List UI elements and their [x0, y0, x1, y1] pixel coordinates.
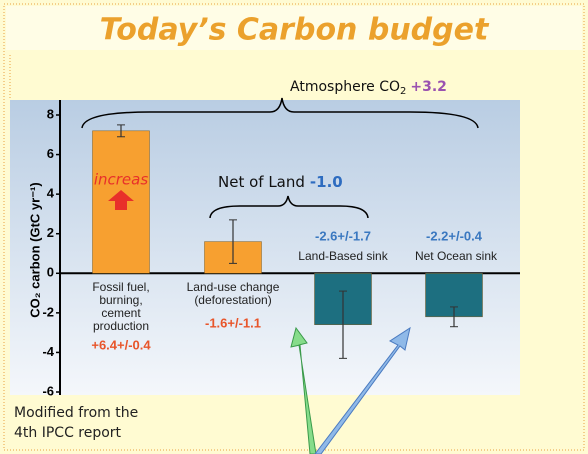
category-label: Land-use change: [187, 280, 280, 294]
net-land-label: Net of Land -1.0: [218, 173, 343, 191]
y-tick-label: -6: [42, 383, 54, 398]
y-tick-label: 6: [47, 146, 54, 161]
category-label: Land-Based sink: [298, 249, 388, 263]
title-band: [6, 6, 582, 50]
source-note: 4th IPCC report: [14, 425, 122, 441]
category-label: Net Ocean sink: [415, 249, 498, 263]
brace: [209, 195, 369, 219]
increase-arrow: [108, 190, 134, 210]
subscript: 2: [400, 86, 406, 97]
bar-note: -1.6+/-1.1: [205, 315, 261, 330]
label-text: Net of Land: [218, 173, 305, 191]
category-label: (deforestation): [194, 293, 271, 307]
plot-background: [10, 100, 520, 395]
bar-note: -2.2+/-0.4: [426, 228, 483, 243]
title: Today’s Carbon budget: [100, 13, 490, 48]
arrow: [314, 326, 411, 454]
label-text: Atmosphere CO: [290, 79, 400, 95]
bar-note: +6.4+/-0.4: [91, 337, 151, 352]
arrow: [290, 326, 317, 454]
y-tick-label: 4: [47, 186, 55, 201]
y-axis-label: CO₂ carbon (GtC yr⁻¹): [27, 182, 42, 317]
y-tick-label: -2: [42, 304, 54, 319]
atmosphere-label: Atmosphere CO2 +3.2: [290, 79, 447, 97]
y-tick-label: 8: [47, 106, 54, 121]
y-tick-label: 2: [47, 225, 54, 240]
bar-note: -2.6+/-1.7: [315, 228, 371, 243]
category-label: cement: [101, 306, 141, 320]
category-label: Fossil fuel,: [92, 280, 149, 294]
atmosphere-value: +3.2: [410, 79, 447, 95]
category-label: burning,: [99, 293, 142, 307]
net-land-value: -1.0: [310, 173, 343, 191]
y-tick-label: 0: [47, 265, 54, 280]
source-note: Modified from the: [14, 405, 138, 421]
y-tick-label: -4: [42, 344, 54, 359]
category-label: production: [93, 319, 149, 333]
increase-label: increas: [94, 171, 149, 189]
brace: [81, 97, 479, 129]
